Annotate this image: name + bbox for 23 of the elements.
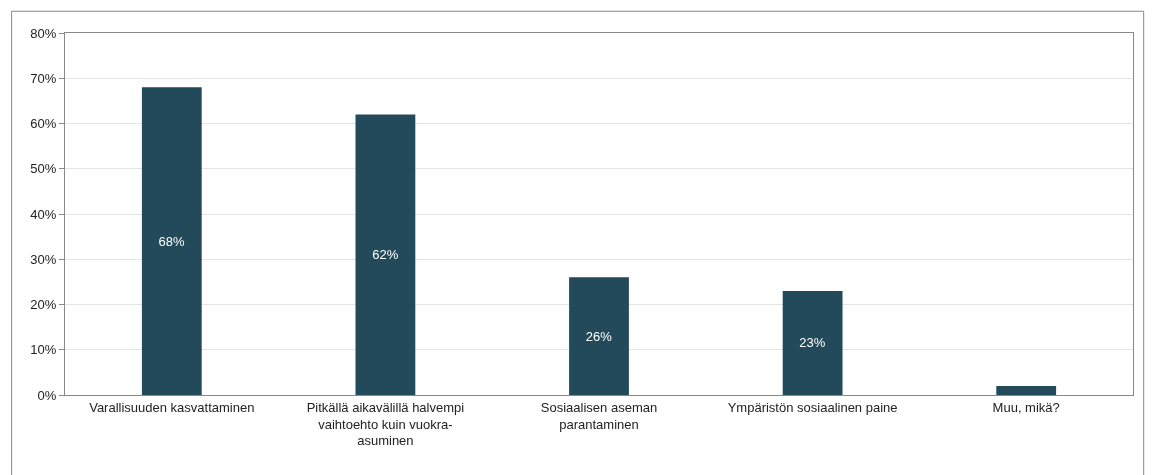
- data-label: 26%: [585, 328, 613, 344]
- x-tick-label: Pitkällä aikavälillä halvempi vaihtoehto kuin vuokra-asuminen: [306, 399, 465, 449]
- data-label: 62%: [372, 247, 399, 263]
- y-tick-label: 0%: [37, 387, 57, 403]
- y-tick-label: 70%: [30, 70, 57, 86]
- y-tick-label: 10%: [30, 342, 57, 358]
- bar: [569, 277, 629, 395]
- data-label: 68%: [158, 233, 186, 249]
- x-tick-label: Varallisuuden kasvattaminen: [89, 399, 255, 415]
- y-tick-label: 50%: [30, 161, 57, 177]
- data-label: 23%: [799, 335, 826, 351]
- bar: [996, 385, 1057, 395]
- y-tick-label: 80%: [30, 25, 57, 41]
- y-tick-label: 20%: [30, 297, 57, 313]
- y-tick-label: 40%: [30, 206, 57, 222]
- bar: [355, 114, 416, 395]
- bar: [141, 87, 202, 395]
- x-tick-label: Sosiaalisen aseman parantaminen: [540, 399, 658, 432]
- x-tick-label: Ympäristön sosiaalinen paine: [727, 399, 898, 415]
- y-tick-label: 60%: [30, 116, 57, 132]
- y-tick-label: 30%: [30, 251, 57, 267]
- x-tick-label: Muu, mikä?: [992, 399, 1060, 415]
- bar: [782, 290, 843, 395]
